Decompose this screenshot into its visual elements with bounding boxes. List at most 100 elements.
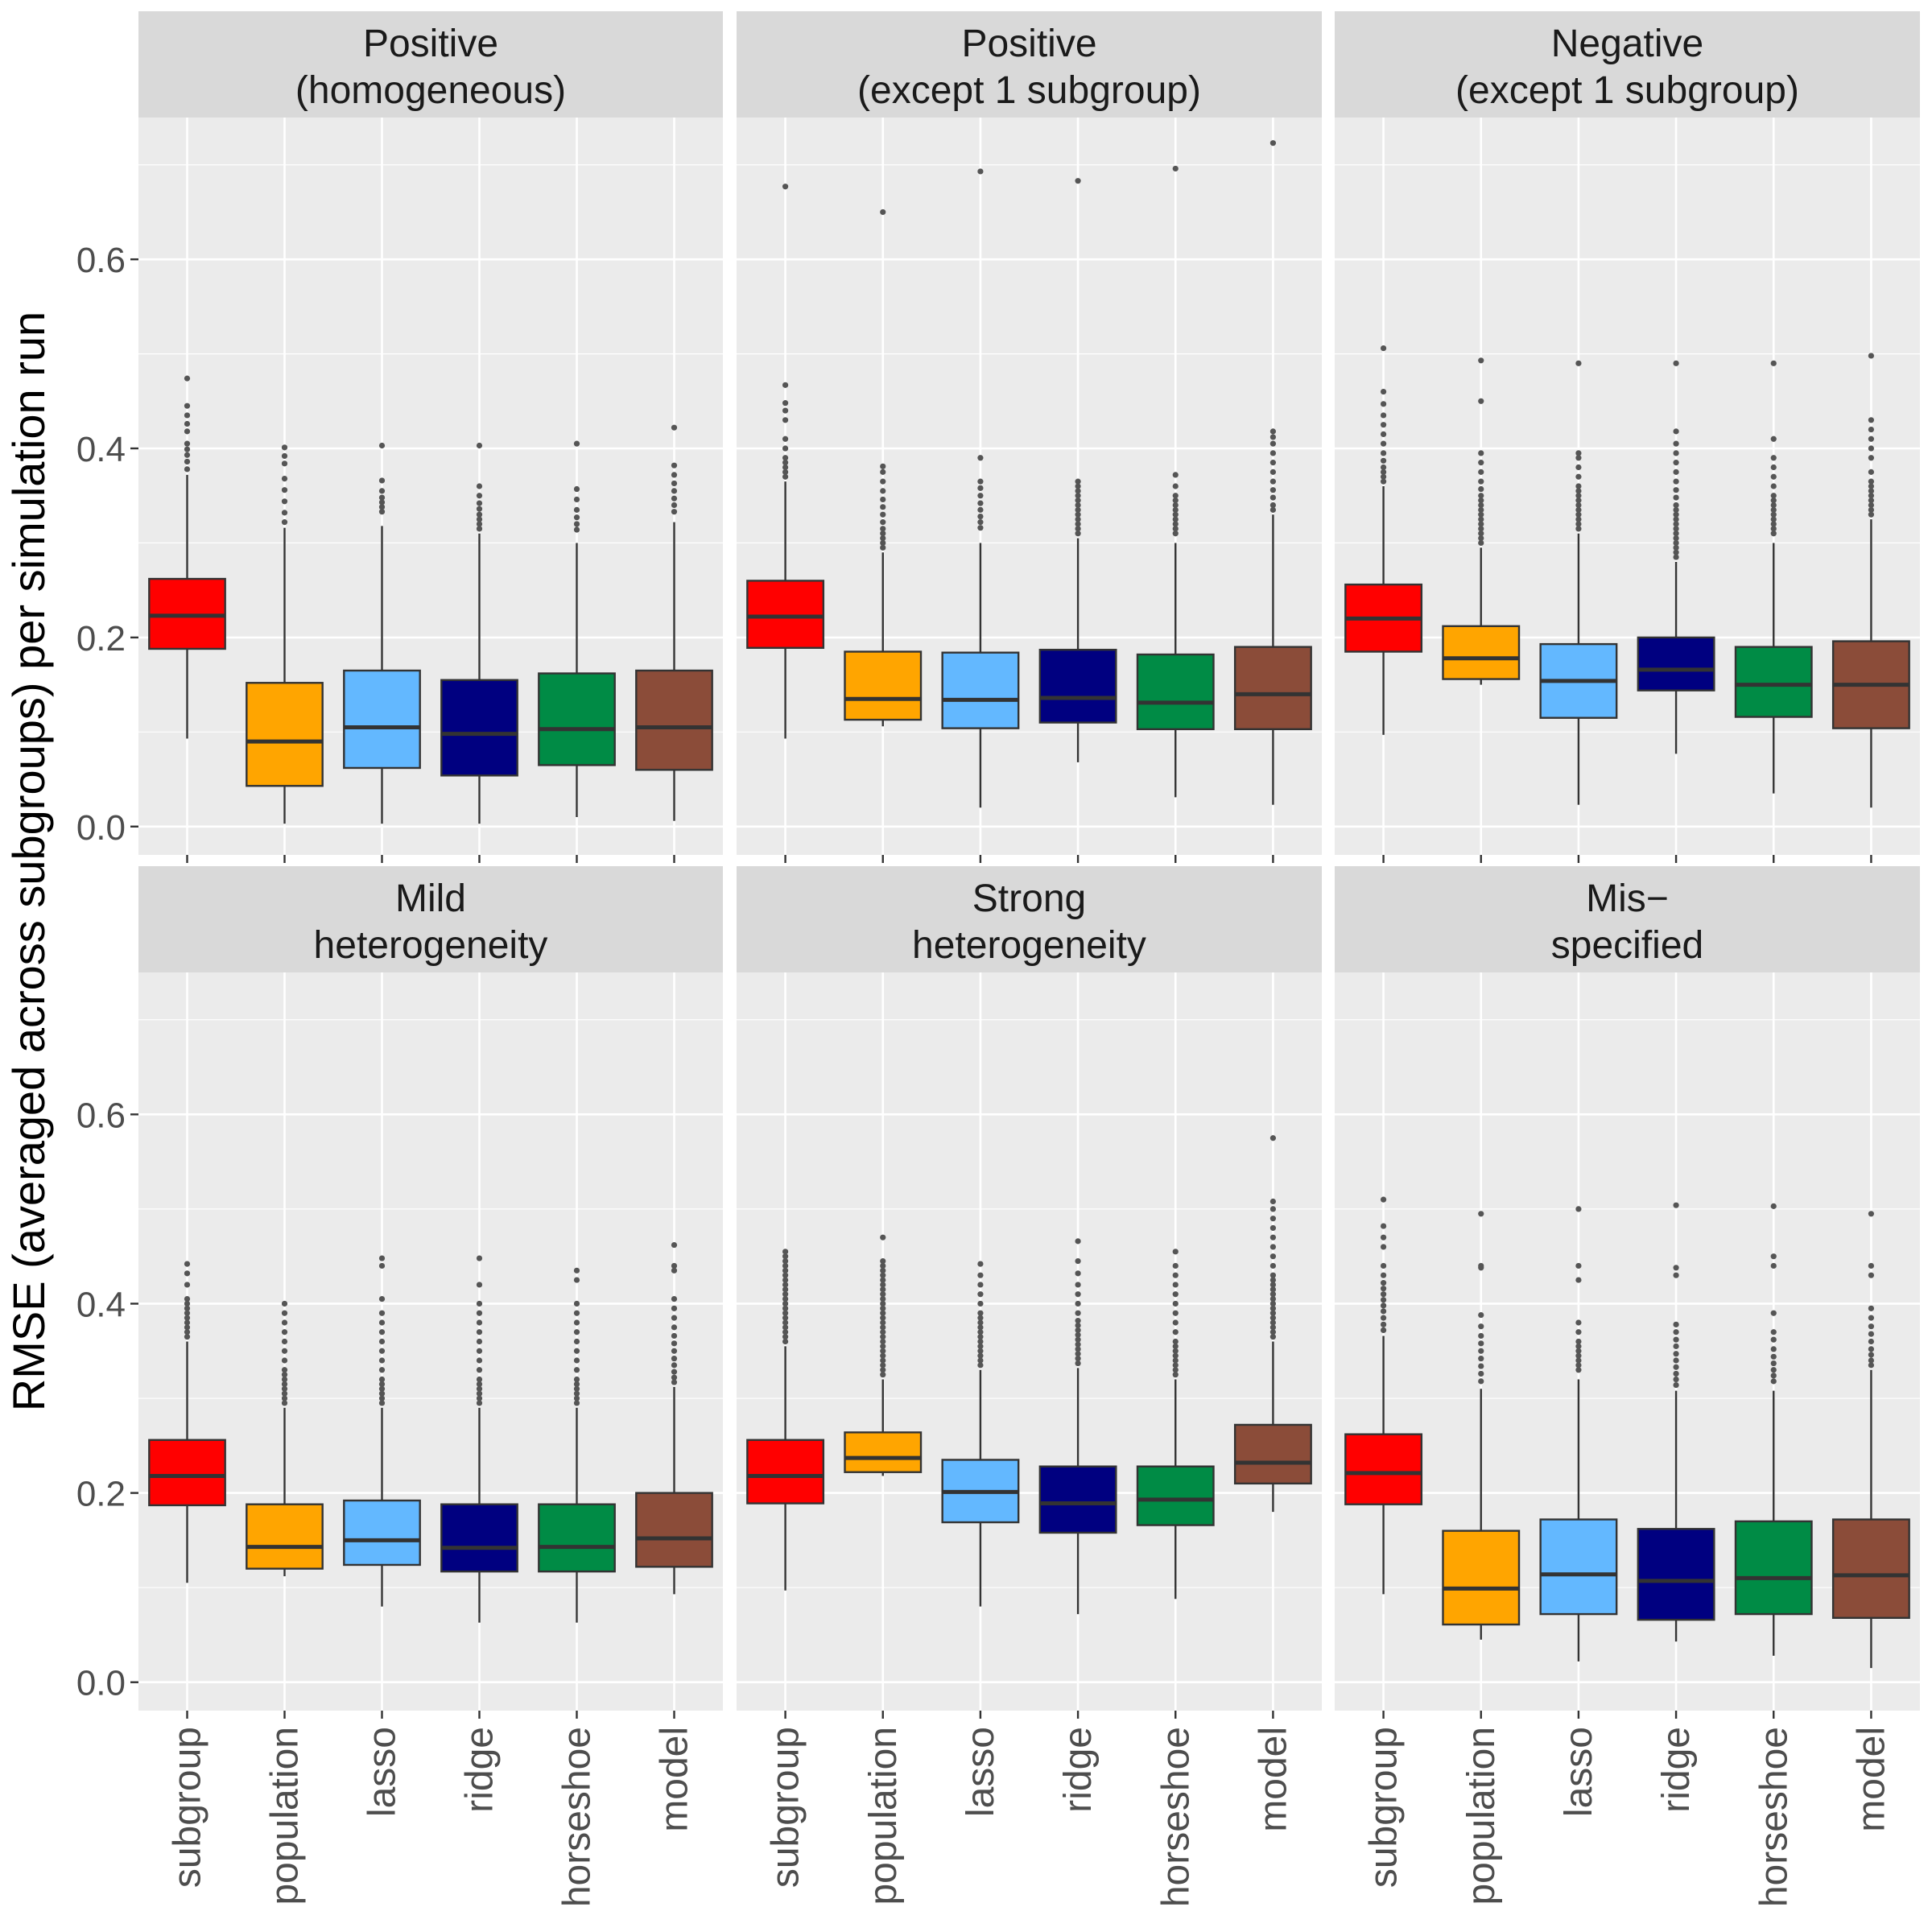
outlier-point	[1770, 1336, 1777, 1343]
outlier-point	[378, 509, 386, 515]
outlier-point	[1868, 1315, 1875, 1321]
outlier-point	[1269, 1324, 1277, 1331]
outlier-point	[1172, 497, 1179, 504]
outlier-point	[1075, 1360, 1081, 1367]
outlier-point	[1269, 1310, 1277, 1316]
outlier-point	[378, 1376, 386, 1383]
box-subgroup	[1344, 345, 1423, 735]
outlier-point	[1868, 483, 1875, 489]
outlier-point	[1770, 1353, 1777, 1360]
outlier-point	[1172, 1343, 1179, 1349]
box-lasso	[1539, 360, 1618, 805]
outlier-point	[1478, 502, 1484, 509]
outlier-point	[1172, 526, 1179, 532]
outlier-point	[378, 1329, 386, 1335]
outlier-point	[1269, 1262, 1277, 1269]
outlier-point	[1575, 516, 1582, 522]
outlier-point	[573, 1348, 580, 1354]
outlier-point	[977, 1261, 984, 1267]
outlier-point	[1269, 1224, 1277, 1232]
box-iqr	[343, 1499, 421, 1567]
outlier-point	[880, 539, 886, 547]
outlier-point	[1075, 1327, 1081, 1333]
outlier-point	[184, 420, 191, 427]
x-tick-label: lasso	[1558, 1727, 1600, 1817]
outlier-point	[1478, 460, 1484, 466]
y-tick-label: 0.2	[76, 1475, 126, 1514]
outlier-point	[281, 487, 288, 493]
box-iqr	[246, 682, 324, 787]
outlier-point	[1575, 497, 1582, 504]
outlier-point	[1575, 1362, 1582, 1368]
outlier-point	[977, 485, 984, 491]
outlier-point	[1380, 1272, 1387, 1278]
outlier-point	[281, 1319, 288, 1326]
outlier-point	[573, 1310, 580, 1316]
outlier-point	[977, 1338, 984, 1345]
outlier-point	[1868, 1331, 1875, 1337]
box-horseshoe	[538, 440, 616, 818]
outlier-point	[1673, 1272, 1679, 1278]
outlier-point	[880, 511, 886, 518]
outlier-point	[1478, 535, 1484, 542]
outlier-point	[573, 485, 580, 493]
outlier-point	[378, 1348, 386, 1354]
outlier-point	[184, 458, 191, 465]
x-tick-label: horseshoe	[556, 1727, 599, 1907]
x-tick-label: population	[1460, 1727, 1503, 1905]
outlier-point	[1172, 1329, 1179, 1335]
outlier-point	[184, 1300, 191, 1307]
facet-title: heterogeneity	[912, 924, 1146, 967]
outlier-point	[1868, 1338, 1875, 1345]
box-iqr	[1442, 625, 1521, 680]
outlier-point	[671, 472, 678, 478]
outlier-point	[671, 424, 678, 431]
y-tick-label: 0.6	[76, 241, 126, 280]
outlier-point	[1380, 1297, 1387, 1303]
outlier-point	[281, 476, 288, 482]
outlier-point	[880, 1300, 886, 1307]
outlier-point	[476, 1319, 483, 1326]
outlier-point	[1075, 1351, 1081, 1357]
outlier-point	[671, 1324, 678, 1331]
outlier-point	[1673, 478, 1679, 485]
box-iqr	[440, 1503, 518, 1573]
outlier-point	[782, 1257, 789, 1265]
plot-background	[1335, 118, 1920, 855]
outlier-point	[573, 1381, 580, 1388]
outlier-point	[1478, 1311, 1484, 1319]
outlier-point	[1673, 1329, 1679, 1335]
outlier-point	[1172, 1352, 1179, 1359]
outlier-point	[1868, 1262, 1875, 1269]
outlier-point	[782, 464, 789, 471]
outlier-point	[977, 1324, 984, 1331]
outlier-point	[782, 184, 789, 190]
box-subgroup	[1344, 1196, 1423, 1595]
outlier-point	[1269, 460, 1277, 466]
outlier-point	[880, 469, 886, 475]
outlier-point	[1868, 506, 1875, 513]
plot-background	[138, 118, 723, 855]
outlier-point	[476, 493, 483, 499]
outlier-point	[880, 463, 886, 469]
box-lasso	[1539, 1206, 1618, 1662]
outlier-point	[880, 208, 886, 216]
outlier-point	[1172, 506, 1179, 513]
outlier-point	[1770, 516, 1777, 522]
outlier-point	[880, 488, 886, 494]
outlier-point	[184, 452, 191, 458]
outlier-point	[782, 469, 789, 475]
outlier-point	[1478, 526, 1484, 532]
box-subgroup	[746, 184, 825, 739]
outlier-point	[1868, 497, 1875, 504]
outlier-point	[378, 1338, 386, 1345]
outlier-point	[880, 496, 886, 503]
outlier-point	[880, 1352, 886, 1359]
outlier-point	[1075, 1346, 1081, 1352]
outlier-point	[573, 506, 580, 513]
outlier-point	[1868, 1305, 1875, 1311]
outlier-point	[476, 526, 483, 532]
box-iqr	[635, 669, 713, 771]
